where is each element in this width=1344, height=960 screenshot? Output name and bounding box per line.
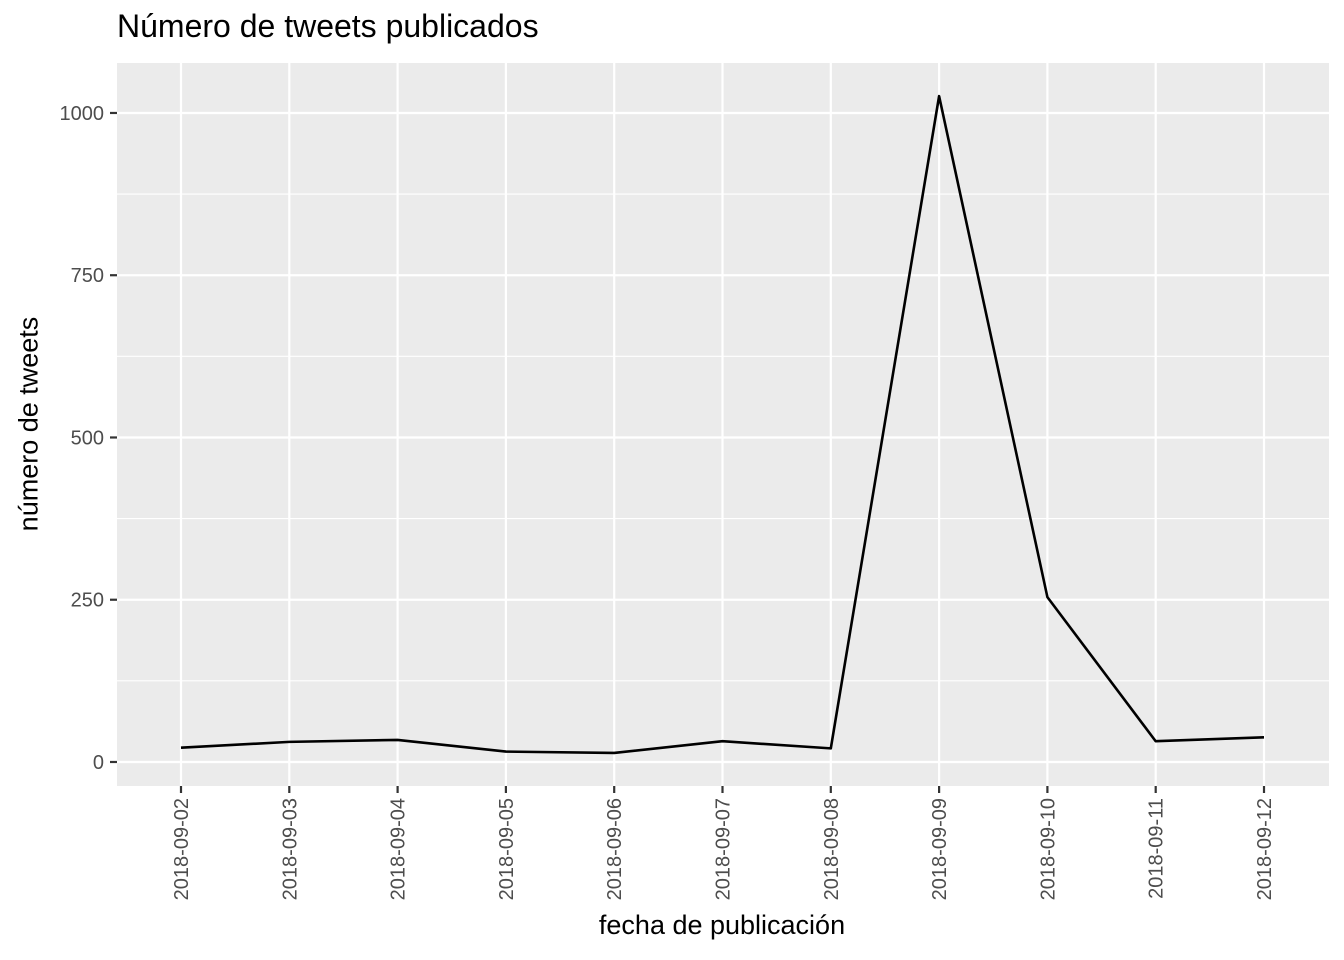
- y-tick-label: 1000: [60, 103, 105, 125]
- x-tick-label: 2018-09-06: [604, 798, 626, 900]
- x-tick-label: 2018-09-03: [279, 798, 301, 900]
- y-tick-label: 500: [71, 427, 104, 449]
- y-tick-label: 0: [93, 752, 104, 774]
- x-tick-label: 2018-09-08: [821, 798, 843, 900]
- y-tick-label: 250: [71, 590, 104, 612]
- y-tick-label: 750: [71, 265, 104, 287]
- y-axis: 0 250 500 750 1000: [60, 103, 117, 774]
- x-tick-label: 2018-09-12: [1254, 798, 1276, 900]
- x-tick-label: 2018-09-05: [496, 798, 518, 900]
- major-gridlines: [117, 63, 1329, 786]
- y-axis-title: número de tweets: [13, 316, 44, 532]
- x-tick-label: 2018-09-02: [171, 798, 193, 900]
- x-tick-label: 2018-09-04: [388, 798, 410, 900]
- x-axis: 2018-09-02 2018-09-03 2018-09-04 2018-09-05…: [171, 786, 1276, 900]
- x-tick-label: 2018-09-11: [1146, 798, 1168, 899]
- x-axis-title: fecha de publicación: [598, 910, 846, 940]
- series-line: [180, 94, 1265, 755]
- chart-title: Número de tweets publicados: [117, 8, 539, 44]
- x-tick-label: 2018-09-09: [929, 798, 951, 900]
- x-tick-label: 2018-09-07: [713, 798, 735, 900]
- x-tick-label: 2018-09-10: [1037, 798, 1059, 900]
